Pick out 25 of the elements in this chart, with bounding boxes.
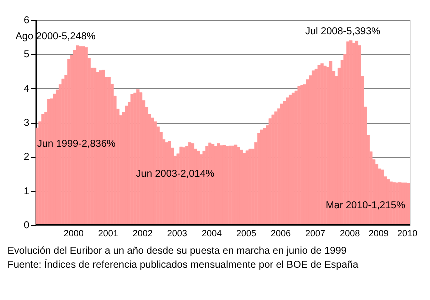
annotation: Jul 2008-5,393% xyxy=(305,26,381,38)
y-tick-label: 4 xyxy=(24,84,30,95)
x-tick-label: 2002 xyxy=(132,228,153,238)
x-tick-label: 2010 xyxy=(398,228,418,238)
x-tick-label: 2003 xyxy=(167,228,188,238)
x-tick-label: 2001 xyxy=(98,228,118,238)
x-tick-label: 2005 xyxy=(236,228,257,238)
y-tick-label: 3 xyxy=(24,118,30,129)
y-tick-label: 5 xyxy=(24,50,30,61)
y-tick-label: 1 xyxy=(24,186,30,198)
source-note: Fuente: Índices de referencia publicados mensualmente por el BOE de España xyxy=(8,259,359,271)
y-tick-label: 0 xyxy=(24,220,30,232)
y-tick-label: 6 xyxy=(24,16,30,26)
x-tick-label: 2006 xyxy=(270,228,292,238)
x-tick-label: 2004 xyxy=(202,228,222,238)
annotation: Jun 1999-2,836% xyxy=(37,139,116,150)
x-tick-label: 2007 xyxy=(305,228,326,238)
annotation: Mar 2010-1,215% xyxy=(326,200,406,212)
y-tick-label: 2 xyxy=(24,152,30,164)
x-tick-label: 2000 xyxy=(64,228,84,238)
x-tick-label: 2009 xyxy=(368,228,389,238)
x-tick-label: 2008 xyxy=(340,228,360,238)
annotation: Ago 2000-5,248% xyxy=(16,32,96,43)
text: Evolución del Euribor a un año desde su puesta en marcha en junio de 1999 xyxy=(8,246,348,257)
annotation: Jun 2003-2,014% xyxy=(136,169,215,180)
